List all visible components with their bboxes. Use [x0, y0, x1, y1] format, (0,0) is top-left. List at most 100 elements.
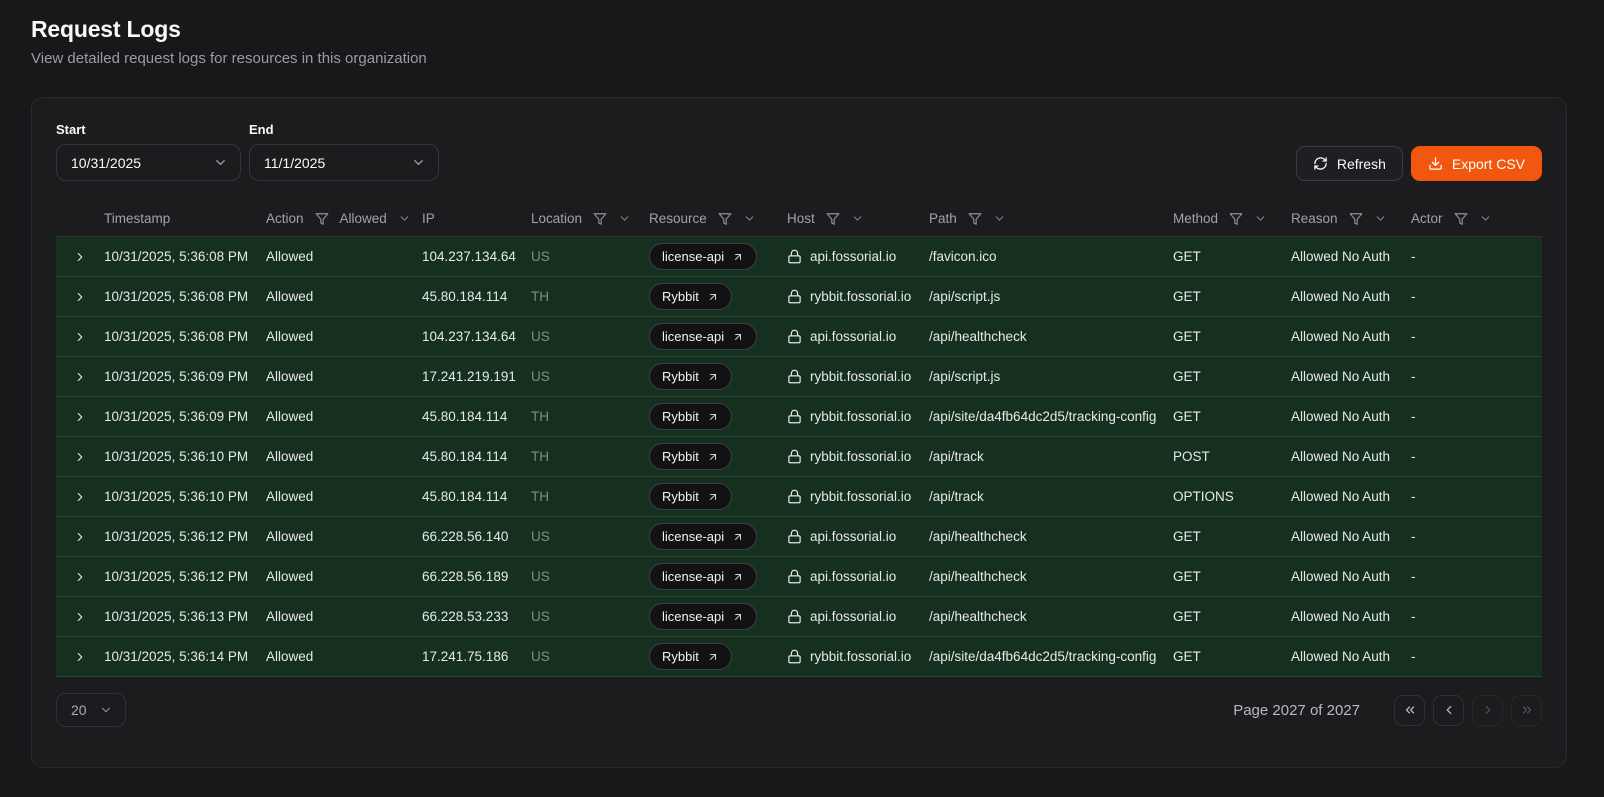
- row-expander-button[interactable]: [69, 246, 91, 268]
- chevron-right-icon: [77, 652, 83, 661]
- column-menu-action-button[interactable]: [398, 212, 411, 225]
- column-label: Host: [787, 211, 815, 226]
- filter-location-button[interactable]: [593, 212, 607, 226]
- first-page-button[interactable]: [1394, 694, 1425, 726]
- row-expander-button[interactable]: [69, 566, 91, 588]
- chevrons-right-icon: [1522, 706, 1531, 714]
- cell-actor: -: [1411, 409, 1416, 424]
- host-name: api.fossorial.io: [810, 249, 897, 264]
- filter-resource-button[interactable]: [718, 212, 732, 226]
- host-name: api.fossorial.io: [810, 529, 897, 544]
- column-menu-path-button[interactable]: [993, 212, 1006, 225]
- cell-location: TH: [531, 409, 549, 424]
- filter-method-button[interactable]: [1229, 212, 1243, 226]
- row-expander-button[interactable]: [69, 526, 91, 548]
- column-label: Reason: [1291, 211, 1338, 226]
- row-expander-button[interactable]: [69, 446, 91, 468]
- resource-link-badge[interactable]: license-api: [649, 563, 758, 590]
- host-name: rybbit.fossorial.io: [810, 369, 912, 384]
- resource-link-badge[interactable]: license-api: [649, 323, 758, 350]
- column-label: Location: [531, 211, 583, 226]
- cell-action: Allowed: [266, 529, 314, 544]
- column-menu-resource-button[interactable]: [743, 212, 756, 225]
- arrow-up-right-icon: [709, 293, 716, 300]
- end-date-select[interactable]: 11/1/2025: [249, 144, 439, 181]
- resource-link-badge[interactable]: license-api: [649, 243, 758, 270]
- resource-link-badge[interactable]: license-api: [649, 603, 758, 630]
- resource-name: license-api: [662, 609, 725, 624]
- column-menu-location-button[interactable]: [618, 212, 631, 225]
- column-label: Method: [1173, 211, 1219, 226]
- column-label: Actor: [1411, 211, 1443, 226]
- filter-host-button[interactable]: [826, 212, 840, 226]
- host-name: api.fossorial.io: [810, 609, 897, 624]
- cell-action: Allowed: [266, 249, 314, 264]
- row-expander-button[interactable]: [69, 606, 91, 628]
- prev-page-button[interactable]: [1433, 694, 1464, 726]
- pager: Page 2027 of 2027: [1233, 694, 1542, 726]
- chevron-left-icon: [1446, 705, 1451, 715]
- row-expander-button[interactable]: [69, 486, 91, 508]
- filter-path-button[interactable]: [968, 212, 982, 226]
- cell-expander: [56, 526, 104, 548]
- row-expander-button[interactable]: [69, 366, 91, 388]
- host-name: rybbit.fossorial.io: [810, 649, 912, 664]
- column-header-method: Method: [1173, 211, 1291, 226]
- end-date-value: 11/1/2025: [264, 154, 326, 171]
- refresh-button[interactable]: Refresh: [1295, 146, 1403, 181]
- cell-timestamp: 10/31/2025, 5:36:09 PM: [104, 409, 249, 424]
- page-info: Page 2027 of 2027: [1233, 701, 1360, 719]
- cell-ip: 17.241.219.191: [422, 369, 516, 384]
- column-menu-actor-button[interactable]: [1479, 212, 1492, 225]
- column-header-location: Location: [531, 211, 649, 226]
- start-date-group: Start 10/31/2025: [56, 122, 241, 181]
- cell-expander: [56, 446, 104, 468]
- resource-link-badge[interactable]: Rybbit: [649, 283, 732, 310]
- filter-action-button[interactable]: [315, 212, 329, 226]
- cell-path: /api/healthcheck: [929, 329, 1027, 344]
- column-menu-method-button[interactable]: [1254, 212, 1267, 225]
- log-table-row: 10/31/2025, 5:36:08 PM Allowed 45.80.184…: [56, 277, 1542, 317]
- cell-expander: [56, 646, 104, 668]
- row-expander-button[interactable]: [69, 646, 91, 668]
- row-expander-button[interactable]: [69, 326, 91, 348]
- arrow-up-right-icon: [735, 573, 742, 580]
- cell-ip: 45.80.184.114: [422, 489, 508, 504]
- filter-reason-button[interactable]: [1349, 212, 1363, 226]
- column-menu-reason-button[interactable]: [1374, 212, 1387, 225]
- funnel-icon: [1229, 212, 1243, 225]
- resource-link-badge[interactable]: Rybbit: [649, 443, 732, 470]
- cell-resource: Rybbit: [649, 483, 787, 510]
- next-page-button[interactable]: [1472, 694, 1503, 726]
- column-header-path: Path: [929, 211, 1173, 226]
- column-label: Resource: [649, 211, 707, 226]
- start-date-select[interactable]: 10/31/2025: [56, 144, 241, 181]
- resource-link-badge[interactable]: Rybbit: [649, 643, 732, 670]
- cell-timestamp: 10/31/2025, 5:36:09 PM: [104, 369, 249, 384]
- resource-link-badge[interactable]: Rybbit: [649, 363, 732, 390]
- cell-actor: -: [1411, 569, 1416, 584]
- last-page-button[interactable]: [1511, 694, 1542, 726]
- resource-link-badge[interactable]: Rybbit: [649, 403, 732, 430]
- chevron-right-icon: [77, 532, 83, 541]
- resource-link-badge[interactable]: license-api: [649, 523, 758, 550]
- row-expander-button[interactable]: [69, 286, 91, 308]
- toolbar: Start 10/31/2025 End 11/1/2025: [56, 122, 1542, 181]
- cell-method: GET: [1173, 369, 1201, 384]
- lock-icon: [788, 569, 801, 584]
- export-csv-button[interactable]: Export CSV: [1410, 146, 1542, 181]
- chevron-down-icon: [414, 160, 423, 165]
- funnel-icon: [968, 212, 982, 225]
- cell-ip: 17.241.75.186: [422, 649, 509, 664]
- lock-icon: [788, 449, 801, 464]
- resource-link-badge[interactable]: Rybbit: [649, 483, 732, 510]
- column-menu-host-button[interactable]: [851, 212, 864, 225]
- cell-host: api.fossorial.io: [787, 609, 929, 624]
- log-table-row: 10/31/2025, 5:36:13 PM Allowed 66.228.53…: [56, 597, 1542, 637]
- cell-action: Allowed: [266, 489, 314, 504]
- page-size-select[interactable]: 20: [56, 693, 126, 727]
- export-csv-button-label: Export CSV: [1451, 155, 1525, 172]
- cell-host: api.fossorial.io: [787, 569, 929, 584]
- filter-actor-button[interactable]: [1454, 212, 1468, 226]
- row-expander-button[interactable]: [69, 406, 91, 428]
